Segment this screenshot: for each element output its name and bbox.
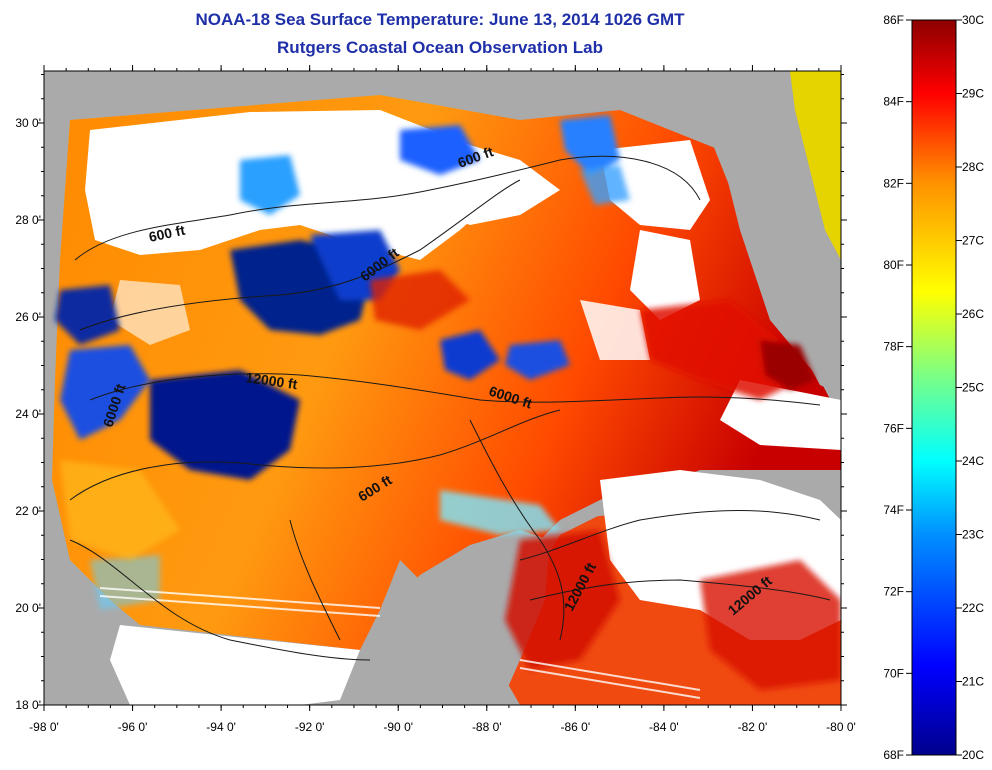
colorbar-c-label: 20C [962,748,984,762]
map-title: NOAA-18 Sea Surface Temperature: June 13… [195,10,685,29]
colorbar-f-label: 72F [883,585,904,599]
colorbar-f-label: 74F [883,503,904,517]
colorbar [911,19,957,756]
y-tick-label: 30 0' [15,116,41,130]
y-tick-label: 26 0' [15,310,41,324]
colorbar-c-label: 22C [962,601,984,615]
colorbar-f-label: 86F [883,13,904,27]
colorbar-f-label: 68F [883,748,904,762]
colorbar-c-label: 28C [962,160,984,174]
colorbar-f-label: 84F [883,95,904,109]
y-tick-label: 28 0' [15,213,41,227]
colorbar-c-label: 21C [962,675,984,689]
colorbar-f-label: 70F [883,666,904,680]
colorbar-c-label: 23C [962,528,984,542]
florida-land [690,71,841,395]
atlantic-water [790,71,841,260]
x-tick-label: -90 0' [383,720,413,734]
y-tick-label: 20 0' [15,601,41,615]
x-tick-label: -86 0' [561,720,591,734]
us-coast-land [44,71,841,120]
colorbar-f-label: 76F [883,421,904,435]
colorbar-f-label: 78F [883,340,904,354]
map-subtitle: Rutgers Coastal Ocean Observation Lab [277,38,603,57]
contour-label: 12000 ft [245,369,299,392]
x-tick-label: -98 0' [29,720,59,734]
y-tick-label: 18 0' [15,698,41,712]
colorbar-c-label: 25C [962,381,984,395]
x-tick-label: -92 0' [295,720,325,734]
x-tick-label: -94 0' [206,720,236,734]
colorbar-c-label: 27C [962,234,984,248]
colorbar-f-label: 80F [883,258,904,272]
x-tick-label: -96 0' [118,720,148,734]
x-tick-label: -84 0' [649,720,679,734]
contour-label: 600 ft [147,222,186,245]
swath-lines [99,587,701,699]
colorbar-c-label: 29C [962,87,984,101]
warm-water-patches [60,270,841,690]
colorbar-c-label: 26C [962,307,984,321]
colorbar-f-label: 82F [883,176,904,190]
colorbar-c-label: 30C [962,13,984,27]
x-tick-label: -88 0' [472,720,502,734]
y-tick-label: 24 0' [15,407,41,421]
x-tick-label: -80 0' [826,720,856,734]
yucatan-land [380,530,550,705]
bathymetry-contours [69,155,831,661]
y-tick-label: 22 0' [15,504,41,518]
x-tick-label: -82 0' [738,720,768,734]
colorbar-c-label: 24C [962,454,984,468]
